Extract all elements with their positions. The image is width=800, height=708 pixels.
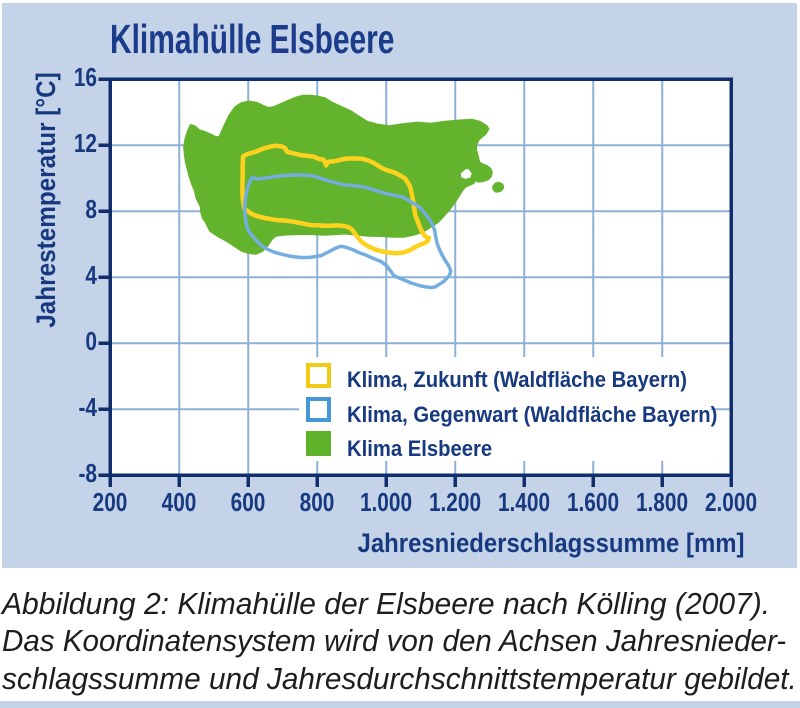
caption-line-2: Das Koordinatensystem wird von den Achse…: [2, 623, 787, 658]
y-tick-label--4: -4: [78, 392, 98, 423]
x-tick-label-400: 400: [161, 487, 197, 517]
legend-swatch-gegenwart: [306, 397, 331, 422]
series-klima-zukunft: [240, 143, 432, 256]
x-tick-label-800: 800: [299, 487, 335, 517]
legend-swatch-elsbeere: [306, 431, 331, 456]
axis-ticks: [98, 77, 733, 487]
x-tick-label-2.000: 2.000: [705, 487, 758, 517]
chart-canvas: [2, 3, 797, 568]
caption-line-1: Abbildung 2: Klimahülle der Elsbeere nac…: [2, 586, 771, 621]
legend-label-zukunft: Klima, Zukunft (Waldfläche Bayern): [347, 367, 688, 392]
y-tick-label-4: 4: [85, 260, 97, 291]
y-tick-label--8: -8: [78, 458, 98, 489]
chart-title: Klimahülle Elsbeere: [110, 16, 395, 62]
y-tick-label-0: 0: [85, 326, 97, 357]
legend-label-elsbeere: Klima Elsbeere: [347, 435, 493, 461]
x-tick-label-600: 600: [230, 487, 266, 517]
y-tick-label-8: 8: [85, 194, 97, 225]
x-tick-label-1.600: 1.600: [567, 487, 620, 517]
series-klima-gegenwart: [243, 173, 453, 290]
legend-label-gegenwart: Klima, Gegenwart (Waldfläche Bayern): [347, 401, 718, 427]
x-tick-label-200: 200: [92, 487, 128, 517]
x-axis-title: Jahresniederschlagssumme [mm]: [357, 528, 745, 558]
y-tick-label-12: 12: [73, 128, 97, 159]
y-tick-label-16: 16: [73, 62, 97, 93]
plot-frame: [108, 77, 733, 477]
x-tick-label-1.000: 1.000: [360, 487, 413, 517]
bottom-strip: [0, 701, 800, 708]
x-tick-label-1.400: 1.400: [498, 487, 551, 517]
x-tick-label-1.800: 1.800: [636, 487, 689, 517]
legend-swatch-zukunft: [306, 362, 331, 388]
legend-background: [299, 357, 711, 461]
x-tick-label-1.200: 1.200: [429, 487, 482, 517]
caption-line-3: schlagssumme und Jahresdurchschnittstemp…: [2, 661, 797, 696]
